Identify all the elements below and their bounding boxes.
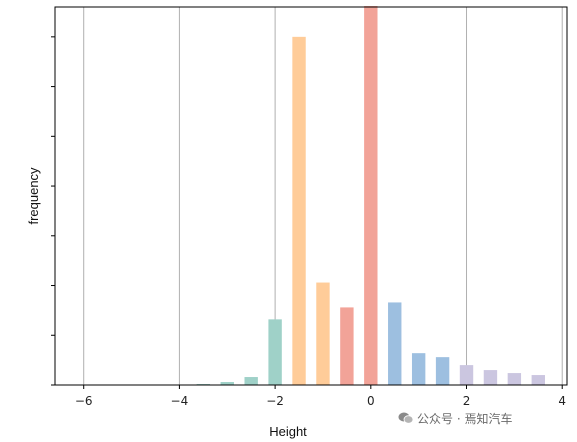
histogram-bar <box>507 373 522 385</box>
histogram-bar <box>388 302 402 385</box>
x-tick-label: −2 <box>266 394 284 408</box>
histogram-bar <box>220 382 234 385</box>
plot-frame <box>54 6 568 386</box>
histogram-bar <box>483 370 498 385</box>
watermark: 公众号 · 焉知汽车 <box>398 410 512 427</box>
histogram-bar <box>531 375 545 385</box>
histogram-bar <box>340 307 354 385</box>
histogram-bar <box>435 357 450 385</box>
histogram-bar <box>364 6 378 386</box>
x-tick-label: 2 <box>463 394 471 408</box>
histogram-bar <box>459 365 474 385</box>
histogram-bar <box>316 282 330 385</box>
y-axis-ticks <box>51 36 55 386</box>
wechat-icon <box>398 412 414 424</box>
histogram-bar <box>411 353 426 385</box>
x-axis-ticks: −6 −4 −2 0 2 4 <box>75 385 566 408</box>
watermark-text: 公众号 · 焉知汽车 <box>417 412 513 426</box>
x-axis-label: Height <box>269 424 307 439</box>
y-axis-label: frequency <box>26 167 41 225</box>
x-tick-label: 4 <box>558 394 566 408</box>
histogram-bar <box>292 36 306 386</box>
x-tick-label: −6 <box>75 394 93 408</box>
histogram-bar <box>268 319 282 385</box>
histogram-bars <box>196 6 545 386</box>
x-tick-label: −4 <box>171 394 189 408</box>
histogram-bar <box>244 377 258 385</box>
x-tick-label: 0 <box>367 394 375 408</box>
